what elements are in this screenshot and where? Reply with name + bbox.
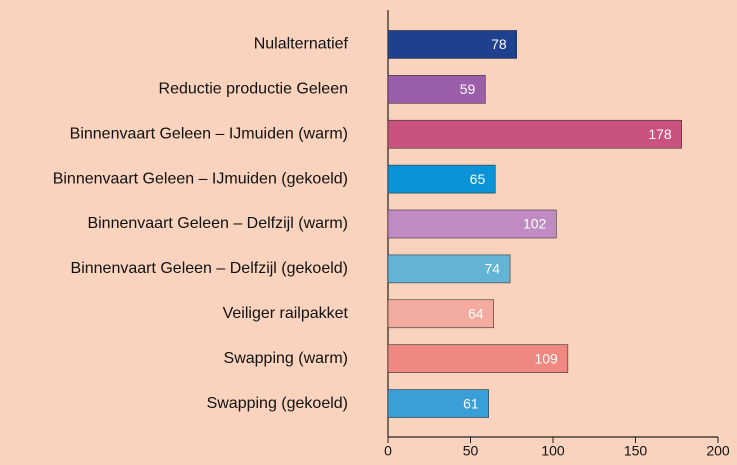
y-tick-label: Swapping (warm) bbox=[224, 350, 348, 367]
y-tick-label: Veiliger railpakket bbox=[223, 305, 349, 322]
value-label: 64 bbox=[468, 305, 484, 321]
y-tick-label: Reductie productie Geleen bbox=[159, 81, 348, 98]
y-tick-label: Swapping (gekoeld) bbox=[207, 395, 348, 412]
bar bbox=[387, 209, 557, 239]
y-tick-label: Binnenvaart Geleen – IJmuiden (warm) bbox=[70, 125, 348, 142]
value-label: 109 bbox=[534, 350, 558, 366]
value-label: 65 bbox=[470, 171, 486, 187]
bar bbox=[387, 75, 486, 104]
y-tick-label: Nulalternatief bbox=[254, 36, 349, 53]
bar bbox=[387, 299, 494, 329]
bar bbox=[387, 389, 489, 418]
bar bbox=[387, 164, 496, 194]
x-tick-label: 0 bbox=[384, 443, 392, 459]
x-tick-label: 150 bbox=[624, 443, 648, 459]
value-label: 74 bbox=[485, 261, 501, 277]
y-tick-label: Binnenvaart Geleen – IJmuiden (gekoeld) bbox=[53, 170, 348, 187]
bar bbox=[387, 344, 569, 373]
value-label: 178 bbox=[648, 126, 672, 142]
value-label: 102 bbox=[523, 216, 547, 232]
x-tick-label: 50 bbox=[463, 443, 479, 459]
x-tick-label: 200 bbox=[706, 443, 730, 459]
bar bbox=[387, 30, 517, 59]
value-label: 59 bbox=[460, 81, 476, 97]
y-tick-label: Binnenvaart Geleen – Delfzijl (gekoeld) bbox=[71, 260, 348, 277]
y-tick-label: Binnenvaart Geleen – Delfzijl (warm) bbox=[87, 215, 348, 232]
x-tick-label: 100 bbox=[541, 443, 565, 459]
value-label: 61 bbox=[463, 395, 479, 411]
bar bbox=[387, 254, 511, 284]
value-label: 78 bbox=[491, 36, 507, 52]
bar bbox=[387, 119, 683, 149]
